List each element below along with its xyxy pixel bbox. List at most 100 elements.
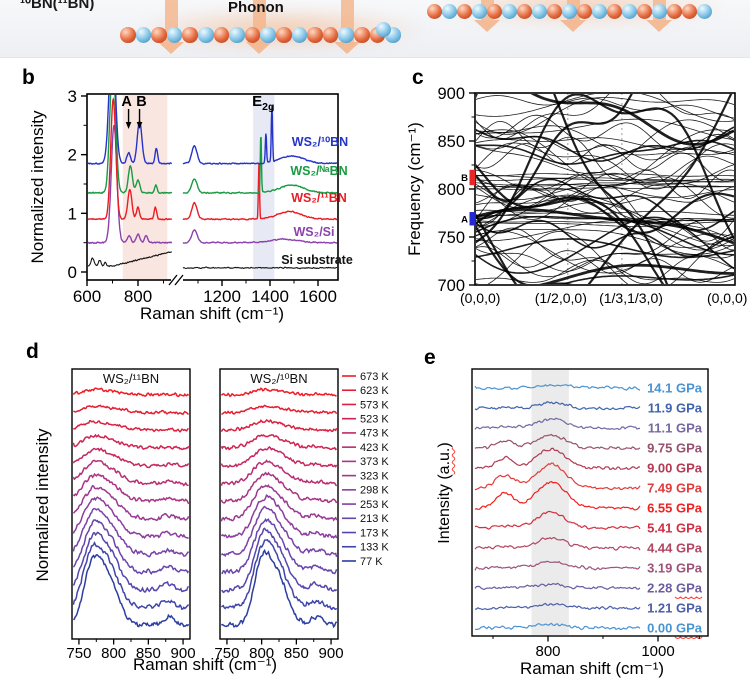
phonon-band: [476, 195, 734, 241]
phonon-band: [476, 119, 734, 174]
temperature-spectrum: [73, 553, 189, 628]
boron-atom: [667, 4, 682, 19]
temperature-spectrum: [73, 531, 189, 593]
tick-label: 800: [535, 643, 560, 660]
spectrum-curve: [182, 163, 337, 221]
boron-atom: [517, 4, 532, 19]
tick-label: 800: [249, 645, 274, 662]
axis-break-mask: [171, 276, 183, 284]
legend-label: 573 K: [360, 399, 389, 411]
tick-label: 800: [101, 645, 126, 662]
legend-label: 473 K: [360, 428, 389, 440]
phonon-band: [476, 97, 734, 135]
temperature-spectrum: [221, 484, 337, 522]
temperature-spectrum: [73, 496, 189, 539]
legend-label: 298 K: [360, 485, 389, 497]
spectrum-curve: [182, 229, 337, 244]
boron-atom: [307, 27, 323, 43]
tick-label: 700: [437, 277, 465, 295]
temperature-spectrum: [221, 445, 337, 469]
legend-label: 423 K: [360, 442, 389, 454]
phonon-band: [476, 219, 734, 257]
temperature-spectrum: [73, 419, 189, 433]
phonon-band: [476, 94, 734, 244]
phonon-band: [476, 229, 734, 248]
boron-atom: [487, 4, 502, 19]
boron-atom: [354, 27, 370, 43]
nitrogen-atom: [502, 4, 517, 19]
phonon-band: [476, 94, 669, 284]
phonon-band: [476, 94, 633, 203]
pressure-label: 14.1 GPa: [647, 381, 703, 396]
pressure-spectrum: [474, 560, 641, 571]
temperature-spectrum: [221, 505, 337, 558]
tick-label: A: [121, 94, 132, 110]
panel-e-chart: 14.1 GPa 11.9 GPa 11.1 GPa 9.75 GPa 9.00 GPa…: [471, 368, 709, 660]
temperature-spectrum: [73, 459, 189, 487]
tick-label: 750: [66, 645, 91, 662]
series-label: WS₂/ᴺᵃBN: [290, 164, 347, 178]
tick-label: 750: [214, 645, 239, 662]
pressure-label: 0.00 GPa: [647, 621, 703, 636]
legend-label: 173 K: [360, 527, 389, 539]
phonon-band: [476, 197, 665, 284]
panel-b-chart: 0 1 2 3 600 800 1200 1400 1600 A B E2g WS₂/¹⁰BN WS₂/ᴺ…: [68, 87, 353, 306]
phonon-band: [476, 227, 734, 284]
phonon-band: [476, 94, 734, 122]
temperature-spectrum: [73, 447, 189, 469]
legend-label: 523 K: [360, 413, 389, 425]
phonon-band: [530, 94, 734, 146]
panel-d-xlabel: Raman shift (cm⁻¹): [132, 655, 278, 674]
pressure-spectrum: [474, 417, 641, 431]
phonon-band: [476, 218, 734, 224]
spectrum-curve: [88, 95, 173, 165]
panel-c-chart: 700 750 800 850 900 (0,0,0) (1/2,0,0) (1/3,1/3,…: [437, 85, 747, 306]
phonon-band: [476, 238, 734, 259]
phonon-band: [476, 178, 734, 183]
tick-label: 1400: [251, 287, 289, 306]
phonon-band: [476, 176, 734, 220]
tick-label: 850: [437, 133, 465, 151]
tick-label: 600: [73, 287, 101, 306]
temperature-spectrum: [73, 472, 189, 505]
phonon-band: [476, 208, 734, 245]
phonon-band: [476, 163, 734, 234]
phonon-band: [476, 230, 734, 274]
tick-label: 2: [68, 146, 77, 165]
pressure-spectrum: [474, 536, 641, 551]
nitrogen-atom: [229, 27, 245, 43]
temperature-spectrum: [221, 404, 337, 415]
temperature-spectrum: [73, 519, 189, 576]
panel-b-xlabel: Raman shift (cm⁻¹): [139, 304, 285, 323]
nitrogen-atom: [198, 27, 214, 43]
shaded-band: [253, 95, 275, 279]
boron-atom: [120, 27, 136, 43]
spectrum-curve: [88, 95, 173, 195]
nitrogen-atom: [376, 22, 391, 37]
legend-label: 323 K: [360, 470, 389, 482]
tick-label: 800: [124, 287, 152, 306]
nitrogen-atom: [532, 4, 547, 19]
pressure-spectrum: [474, 433, 641, 450]
nitrogen-atom: [697, 4, 712, 19]
series-label: WS₂/Si: [294, 225, 335, 239]
nitrogen-atom: [472, 4, 487, 19]
pressure-spectrum: [474, 447, 641, 471]
pressure-label: 6.55 GPa: [647, 501, 703, 516]
pressure-label: 2.28 GPa: [647, 581, 703, 596]
pressure-label: 11.1 GPa: [648, 421, 703, 436]
pressure-spectrum: [474, 582, 641, 591]
boron-atom: [682, 4, 697, 19]
boron-atom: [276, 27, 292, 43]
phonon-arrow-head: [158, 42, 184, 54]
tick-label: 800: [437, 181, 465, 199]
tick-label: A: [461, 214, 468, 225]
pressure-spectrum: [474, 510, 641, 530]
temperature-spectrum: [221, 494, 337, 540]
temperature-spectrum: [221, 387, 337, 398]
nitrogen-atom: [166, 27, 183, 43]
phonon-label: Phonon: [228, 0, 284, 16]
temperature-spectrum: [73, 404, 189, 416]
plot-frame: [219, 368, 339, 640]
pressure-label: 1.21 GPa: [647, 601, 703, 616]
